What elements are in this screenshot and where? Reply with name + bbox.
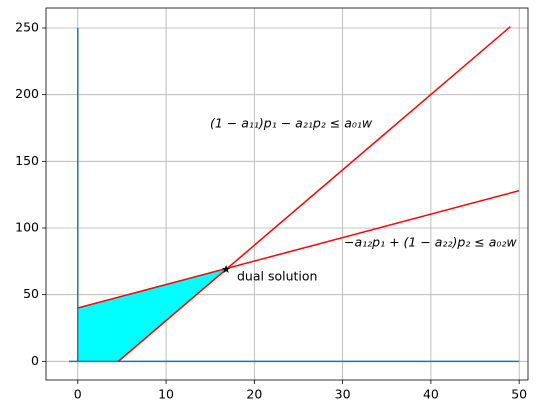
y-tick-label: 0 [31, 353, 39, 368]
axes-frame [45, 7, 529, 381]
annotation: dual solution [237, 269, 317, 284]
x-tick-label: 50 [511, 387, 527, 402]
line [77, 189, 520, 309]
x-tick-label: 10 [158, 387, 174, 402]
y-tick-label: 250 [15, 20, 39, 35]
y-tick-label: 200 [15, 86, 39, 101]
y-tick-label: 50 [23, 286, 39, 301]
x-tick-label: 40 [423, 387, 439, 402]
y-tick-label: 100 [15, 220, 39, 235]
solution-point [221, 264, 231, 273]
x-tick-label: 20 [246, 387, 262, 402]
x-tick-label: 0 [74, 387, 82, 402]
x-tick-label: 30 [335, 387, 351, 402]
line [117, 26, 511, 362]
feasible-region [77, 268, 227, 362]
annotation: −a₁₂p₁ + (1 − a₂₂)p₂ ≤ a₀₂w [344, 235, 517, 250]
annotation: (1 − a₁₁)p₁ − a₂₁p₂ ≤ a₀₁w [210, 116, 373, 131]
y-tick-label: 150 [15, 153, 39, 168]
